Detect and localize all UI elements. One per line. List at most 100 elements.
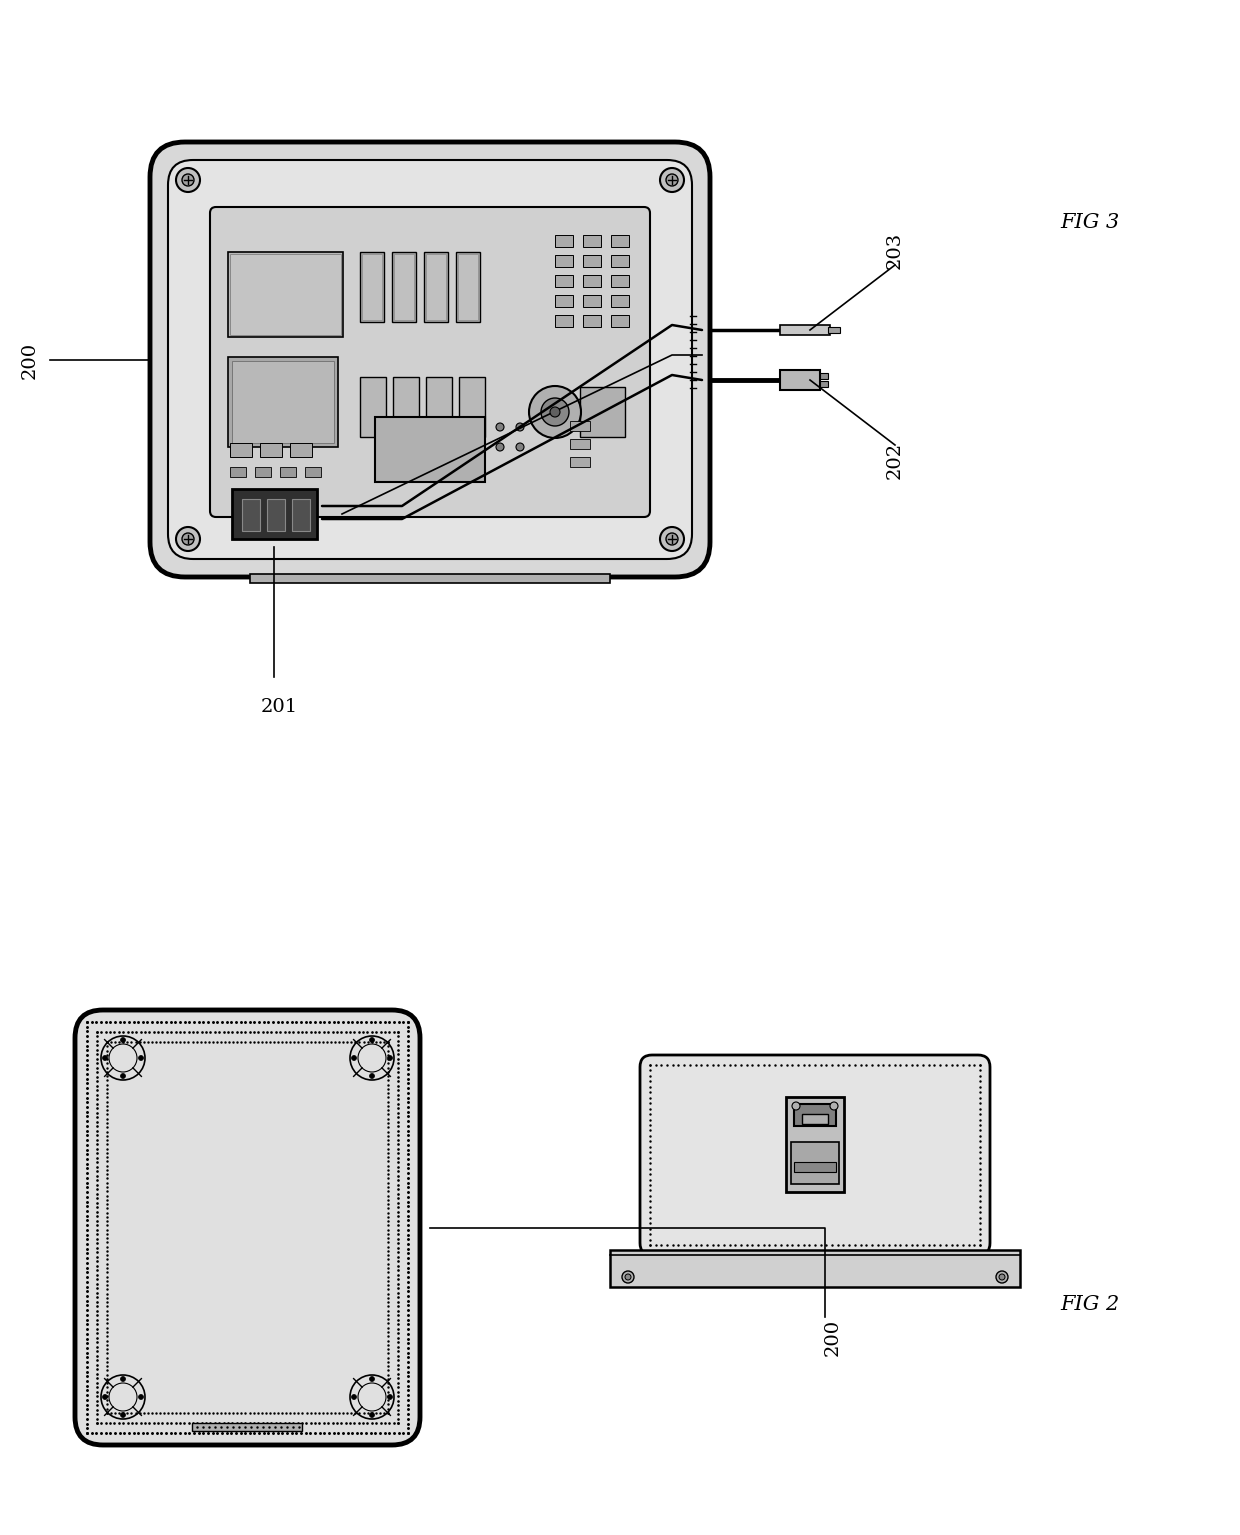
Bar xyxy=(611,295,629,307)
Bar xyxy=(556,315,573,327)
Bar xyxy=(570,439,590,450)
Bar xyxy=(780,370,820,390)
Circle shape xyxy=(660,167,684,192)
Bar xyxy=(583,235,601,247)
Circle shape xyxy=(120,1038,125,1042)
Bar xyxy=(305,467,321,477)
Bar xyxy=(250,574,610,583)
Circle shape xyxy=(387,1056,393,1061)
Bar xyxy=(427,378,453,437)
Bar xyxy=(570,457,590,467)
Circle shape xyxy=(496,424,503,431)
Circle shape xyxy=(660,527,684,551)
Bar xyxy=(794,1162,836,1173)
Circle shape xyxy=(370,1377,374,1382)
Circle shape xyxy=(351,1056,357,1061)
Bar xyxy=(570,421,590,431)
Bar xyxy=(786,1098,844,1193)
Circle shape xyxy=(182,173,193,186)
Bar xyxy=(394,253,414,319)
Bar xyxy=(427,253,446,319)
Bar xyxy=(290,444,312,457)
Bar xyxy=(360,252,384,322)
Bar xyxy=(242,499,260,531)
Bar xyxy=(232,490,317,539)
Circle shape xyxy=(999,1274,1004,1280)
Circle shape xyxy=(625,1274,631,1280)
Circle shape xyxy=(996,1271,1008,1283)
Circle shape xyxy=(516,424,525,431)
Bar xyxy=(260,444,281,457)
Bar xyxy=(556,235,573,247)
Bar xyxy=(828,327,839,333)
Bar xyxy=(424,252,448,322)
Circle shape xyxy=(370,1412,374,1417)
Circle shape xyxy=(351,1394,357,1400)
Bar xyxy=(291,499,310,531)
Text: 200: 200 xyxy=(825,1319,842,1355)
Bar xyxy=(393,378,419,437)
Circle shape xyxy=(370,1073,374,1079)
Bar xyxy=(458,253,477,319)
Bar xyxy=(280,467,296,477)
Bar xyxy=(232,361,334,444)
Bar xyxy=(611,315,629,327)
Bar xyxy=(228,358,339,447)
Text: 203: 203 xyxy=(887,232,904,269)
Bar xyxy=(267,499,285,531)
Bar xyxy=(820,381,828,387)
Bar xyxy=(611,275,629,287)
Bar xyxy=(610,1249,1021,1286)
Circle shape xyxy=(666,173,678,186)
Bar xyxy=(791,1142,839,1183)
Circle shape xyxy=(529,385,582,437)
Bar xyxy=(583,315,601,327)
Bar xyxy=(456,252,480,322)
Circle shape xyxy=(176,527,200,551)
Bar xyxy=(556,255,573,267)
Bar xyxy=(392,252,415,322)
Bar xyxy=(583,255,601,267)
Circle shape xyxy=(830,1102,838,1110)
Bar xyxy=(794,1104,836,1127)
Circle shape xyxy=(176,167,200,192)
Text: 202: 202 xyxy=(887,442,904,479)
Bar xyxy=(192,1423,303,1431)
Bar xyxy=(820,373,828,379)
Text: 200: 200 xyxy=(21,341,38,379)
Bar xyxy=(459,378,485,437)
Circle shape xyxy=(139,1056,144,1061)
Circle shape xyxy=(370,1038,374,1042)
Bar xyxy=(556,295,573,307)
FancyBboxPatch shape xyxy=(150,143,711,577)
Bar xyxy=(255,467,272,477)
Circle shape xyxy=(182,533,193,545)
Circle shape xyxy=(139,1394,144,1400)
Circle shape xyxy=(541,398,569,427)
FancyBboxPatch shape xyxy=(167,160,692,559)
Circle shape xyxy=(622,1271,634,1283)
Circle shape xyxy=(792,1102,800,1110)
Bar xyxy=(556,275,573,287)
Bar xyxy=(802,1114,828,1124)
Circle shape xyxy=(120,1377,125,1382)
Bar xyxy=(229,467,246,477)
Circle shape xyxy=(516,444,525,451)
Circle shape xyxy=(666,533,678,545)
Bar xyxy=(228,252,343,338)
FancyBboxPatch shape xyxy=(210,207,650,517)
Text: 201: 201 xyxy=(260,698,298,715)
Circle shape xyxy=(120,1073,125,1079)
FancyBboxPatch shape xyxy=(74,1010,420,1444)
Text: FIG 3: FIG 3 xyxy=(1060,212,1120,232)
Circle shape xyxy=(120,1412,125,1417)
Bar xyxy=(229,253,341,335)
Bar xyxy=(611,255,629,267)
Bar xyxy=(780,325,830,335)
Bar xyxy=(362,253,382,319)
Text: FIG 2: FIG 2 xyxy=(1060,1296,1120,1314)
Circle shape xyxy=(551,407,560,418)
Bar xyxy=(580,387,625,437)
Bar xyxy=(360,378,386,437)
Bar xyxy=(229,444,252,457)
